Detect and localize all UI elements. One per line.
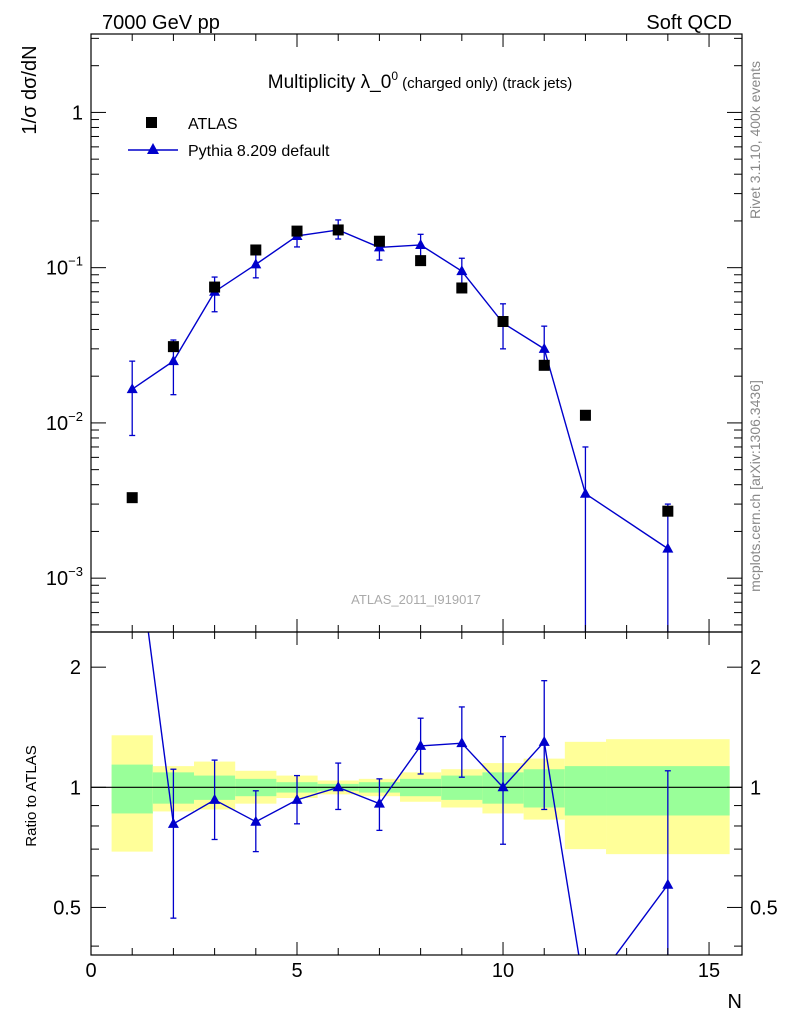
tick-base: 10 bbox=[46, 413, 68, 435]
ratio-point bbox=[167, 817, 179, 828]
ratio-plot-panel bbox=[91, 502, 742, 1000]
ratio-point bbox=[662, 878, 674, 889]
pythia-point bbox=[250, 258, 262, 269]
plot-title-sup: 0 bbox=[391, 69, 398, 83]
atlas-point bbox=[126, 492, 138, 504]
ratio-y-tick-label-right: 2 bbox=[750, 657, 761, 679]
x-tick-label: 15 bbox=[698, 960, 720, 982]
ratio-ylabel: Ratio to ATLAS bbox=[23, 745, 40, 846]
atlas-point bbox=[250, 244, 262, 256]
top-y-tick-label: 10−3 bbox=[46, 564, 83, 590]
tick-base: 10 bbox=[46, 258, 68, 280]
pythia-line bbox=[131, 229, 669, 550]
pythia-point bbox=[579, 487, 591, 498]
ratio-y-tick-label-left: 2 bbox=[70, 657, 81, 679]
plot-title-sub: (charged only) (track jets) bbox=[398, 75, 572, 92]
legend-pythia-marker bbox=[147, 143, 159, 154]
atlas-point bbox=[209, 281, 221, 293]
ratio-point bbox=[250, 815, 262, 826]
x-tick-label: 5 bbox=[291, 960, 302, 982]
tick-exponent: −3 bbox=[68, 564, 83, 579]
x-axis-label: N bbox=[728, 991, 742, 1013]
ratio-point bbox=[538, 735, 550, 746]
ratio-green-band bbox=[111, 764, 153, 814]
tick-exponent: −2 bbox=[68, 409, 83, 424]
atlas-point bbox=[415, 255, 427, 267]
source-label: mcplots.cern.ch [arXiv:1306.3436] bbox=[747, 380, 763, 592]
ratio-point bbox=[291, 793, 303, 804]
pythia-point bbox=[662, 542, 674, 553]
atlas-point bbox=[373, 235, 385, 247]
ratio-point bbox=[497, 781, 509, 792]
header-right-label: Soft QCD bbox=[646, 12, 732, 34]
main-plot-panel: ATLAS_2011_I919017 Multiplicity λ_00 (ch… bbox=[126, 69, 674, 632]
atlas-point bbox=[291, 225, 303, 237]
top-y-tick-label: 10−2 bbox=[46, 409, 83, 435]
atlas-point bbox=[662, 505, 674, 517]
pythia-point bbox=[456, 265, 468, 276]
atlas-point bbox=[538, 359, 550, 371]
pythia-point bbox=[167, 355, 179, 366]
top-y-tick-label: 10−1 bbox=[46, 254, 83, 280]
watermark-label: ATLAS_2011_I919017 bbox=[351, 592, 481, 607]
ratio-y-tick-label-right: 0.5 bbox=[750, 897, 778, 919]
legend-atlas-marker bbox=[146, 117, 157, 128]
ratio-point bbox=[580, 990, 591, 1000]
x-tick-label: 0 bbox=[85, 960, 96, 982]
pythia-point bbox=[126, 383, 138, 394]
tick-base: 10 bbox=[46, 568, 68, 590]
ratio-green-band bbox=[564, 766, 607, 816]
ratio-y-tick-label-left: 0.5 bbox=[53, 897, 81, 919]
tick-exponent: −1 bbox=[68, 254, 83, 269]
ratio-point bbox=[373, 797, 385, 808]
legend-atlas-label: ATLAS bbox=[188, 116, 238, 133]
ratio-point bbox=[127, 502, 138, 512]
ratio-point bbox=[456, 737, 468, 748]
atlas-point bbox=[332, 224, 344, 236]
pythia-point bbox=[538, 342, 550, 353]
top-y-tick-label: 1 bbox=[72, 102, 83, 124]
atlas-point bbox=[167, 341, 179, 353]
legend: ATLAS Pythia 8.209 default bbox=[128, 116, 330, 160]
ratio-point bbox=[209, 793, 221, 804]
plot-title-main: Multiplicity λ_0 bbox=[268, 72, 392, 93]
x-tick-label: 10 bbox=[492, 960, 514, 982]
plot-title: Multiplicity λ_00 (charged only) (track … bbox=[268, 69, 572, 93]
header-left-label: 7000 GeV pp bbox=[102, 12, 220, 34]
atlas-point bbox=[497, 316, 509, 328]
ratio-point bbox=[415, 739, 427, 750]
legend-pythia-label: Pythia 8.209 default bbox=[188, 143, 330, 160]
ratio-y-tick-label-right: 1 bbox=[750, 777, 761, 799]
pythia-point bbox=[415, 238, 427, 249]
ratio-plot-frame bbox=[90, 631, 743, 956]
top-ylabel: 1/σ dσ/dN bbox=[19, 45, 41, 134]
atlas-point bbox=[456, 282, 468, 294]
ratio-y-tick-label-left: 1 bbox=[70, 777, 81, 799]
atlas-point bbox=[579, 409, 591, 421]
ratio-point bbox=[332, 781, 344, 792]
rivet-version-label: Rivet 3.1.10, 400k events bbox=[747, 61, 763, 219]
